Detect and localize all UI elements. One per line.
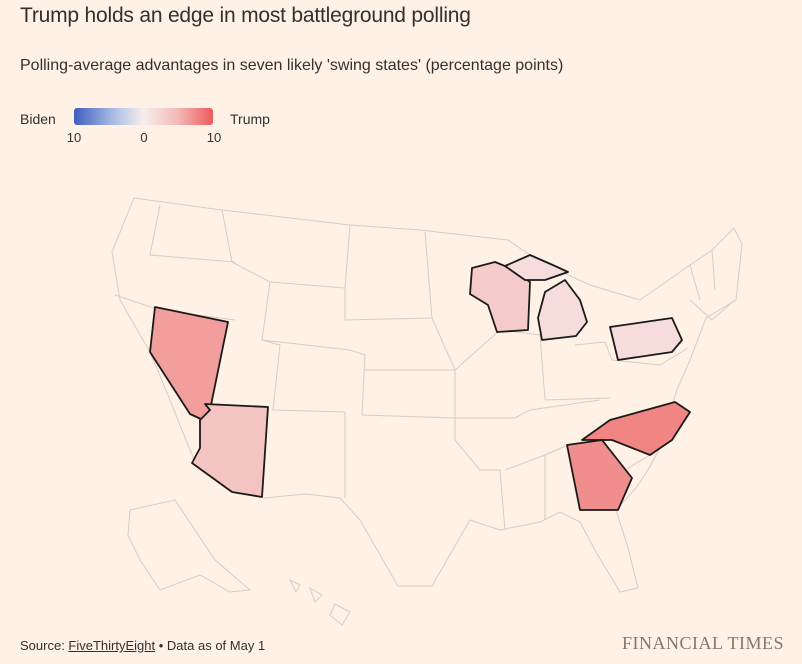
chart-title: Trump holds an edge in most battleground… [20,4,471,27]
state-borders [114,204,736,531]
state-michigan-upper [504,254,569,281]
alaska-shape [127,499,252,593]
color-legend: Biden Trump 10 0 10 [20,106,320,156]
source-prefix: Source: [20,638,69,653]
source-link[interactable]: FiveThirtyEight [68,638,156,653]
state-wisconsin [469,261,531,333]
source-date: • Data as of May 1 [155,638,266,653]
legend-label-biden: Biden [20,111,56,127]
legend-tick-left: 10 [66,130,82,145]
state-pennsylvania [609,317,683,361]
legend-label-trump: Trump [230,111,270,127]
legend-gradient-bar [74,108,213,125]
state-georgia [566,439,633,511]
state-north-carolina [581,401,691,456]
financial-times-logo: FINANCIAL TIMES [621,633,784,653]
hawaii-shape [288,578,351,626]
legend-tick-mid: 0 [140,130,148,145]
legend-tick-right: 10 [206,130,222,145]
state-michigan [537,279,588,341]
state-arizona [191,403,269,498]
us-map [111,197,743,626]
chart-subtitle: Polling-average advantages in seven like… [20,57,564,74]
source-footer: Source: FiveThirtyEight • Data as of May… [20,638,265,653]
